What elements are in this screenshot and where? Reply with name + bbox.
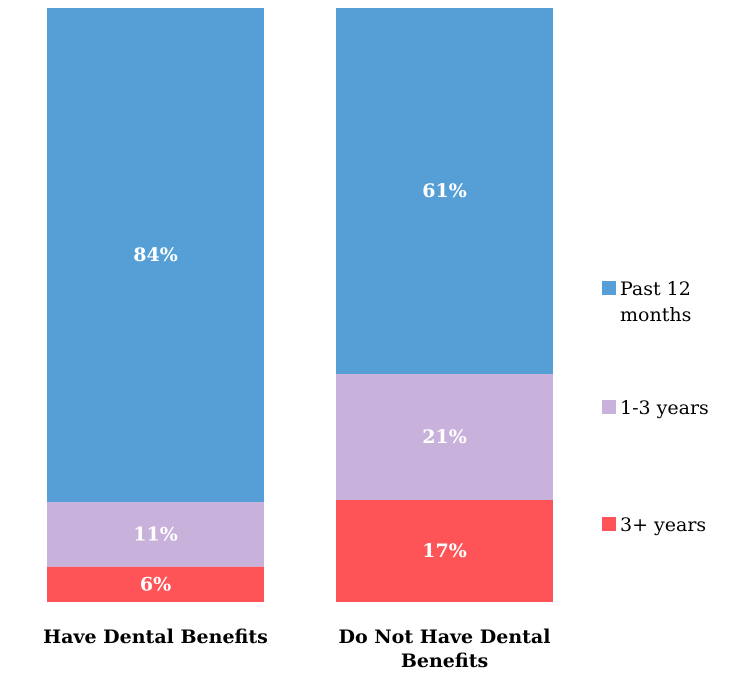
legend-label: Past 12 months [620,278,691,326]
bar-segment [336,8,553,374]
bar-segment [47,502,264,567]
legend-swatch [602,281,616,295]
data-label: 6% [140,573,171,595]
data-label: 17% [422,540,467,562]
data-label: 11% [133,523,178,545]
legend-item: 3+ years [602,514,706,536]
bar-segment [47,8,264,503]
legend: Past 12 months 1-3 years 3+ years [602,278,709,536]
bar-segment [336,500,553,602]
segment-labels-group: 6% 11% 84% 17% 21% 61% [133,180,467,595]
legend-label: 1-3 years [620,397,709,419]
legend-swatch [602,400,616,414]
data-label: 61% [422,180,467,202]
legend-item: 1-3 years [602,397,709,419]
bars-group [47,8,553,602]
bar-segment [336,374,553,500]
category-label: Do Not Have Dental Benefits [339,626,551,672]
legend-item: Past 12 months [602,278,691,326]
bar-segment [47,566,264,602]
legend-swatch [602,517,616,531]
data-label: 84% [133,244,178,266]
category-label: Have Dental Benefits [43,626,268,648]
data-label: 21% [422,426,467,448]
category-labels-group: Have Dental Benefits Do Not Have Dental Be… [43,626,550,672]
legend-label: 3+ years [620,514,706,536]
